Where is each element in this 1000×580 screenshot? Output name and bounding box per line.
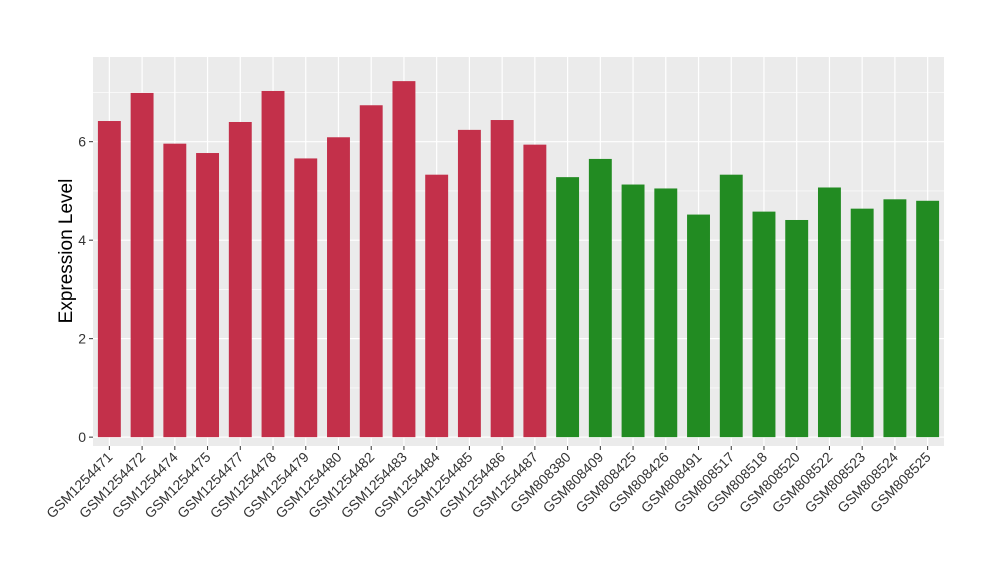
bar-GSM1254480 — [327, 137, 350, 438]
bar-GSM808380 — [556, 177, 580, 438]
y-axis: 0 2 4 6 — [78, 134, 93, 445]
bar-GSM1254472 — [130, 92, 154, 438]
y-tick-label: 4 — [78, 232, 86, 248]
bar-GSM808524 — [883, 199, 907, 438]
bar-GSM808523 — [850, 208, 874, 438]
bar-GSM1254477 — [228, 121, 252, 438]
bar-GSM1254486 — [490, 120, 514, 438]
bar-GSM1254487 — [523, 144, 547, 438]
y-tick-label: 2 — [78, 331, 86, 347]
y-axis-title: Expression Level — [56, 179, 77, 324]
bar-GSM808425 — [621, 184, 645, 438]
bar-GSM808522 — [817, 187, 841, 438]
y-tick-label: 0 — [78, 429, 86, 445]
bar-GSM808520 — [785, 219, 809, 438]
bar-GSM808525 — [916, 200, 940, 438]
bars — [97, 81, 940, 438]
bar-GSM1254485 — [457, 129, 481, 438]
bar-GSM808518 — [752, 211, 776, 438]
bar-GSM808491 — [687, 214, 710, 438]
bar-GSM808409 — [588, 158, 612, 438]
y-tick-label: 6 — [78, 134, 86, 150]
bar-GSM1254478 — [261, 90, 285, 438]
bar-GSM1254483 — [392, 81, 416, 438]
bar-GSM1254479 — [294, 158, 318, 438]
bar-GSM808517 — [719, 174, 743, 438]
bar-GSM1254475 — [196, 153, 220, 438]
bar-GSM1254471 — [97, 121, 121, 438]
bar-GSM808426 — [654, 188, 678, 438]
x-axis: GSM1254471GSM1254472GSM1254474GSM1254475… — [43, 446, 934, 521]
bar-GSM1254484 — [425, 174, 449, 438]
bar-GSM1254474 — [163, 143, 187, 438]
bar-GSM1254482 — [359, 105, 383, 438]
